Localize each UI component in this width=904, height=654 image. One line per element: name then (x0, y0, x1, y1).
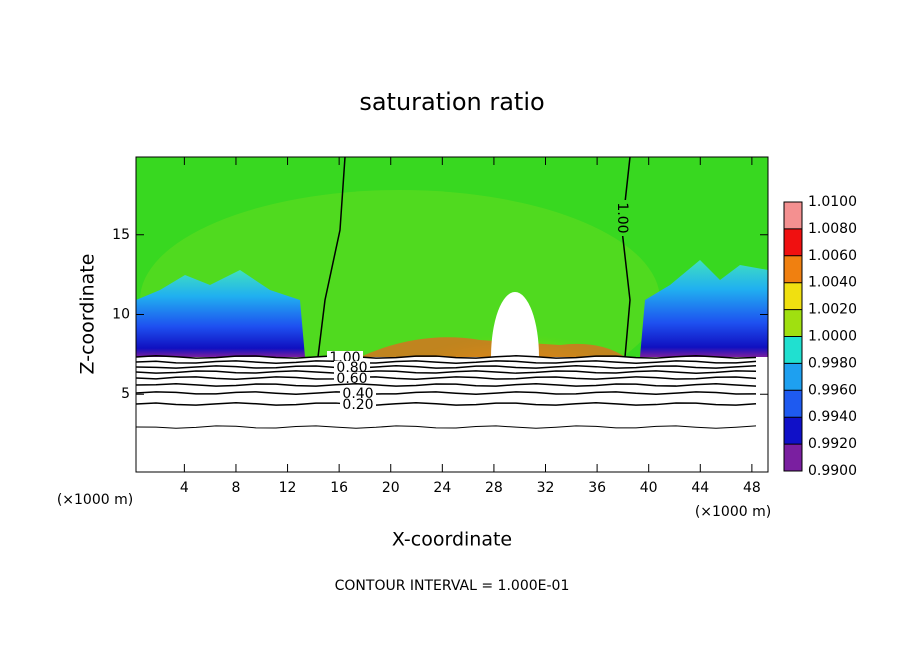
x-unit: (×1000 m) (695, 504, 771, 520)
colorbar-label: 0.9900 (808, 463, 857, 479)
contour-line (135, 402, 757, 406)
contour-line (135, 360, 757, 364)
contour-label: 0.20 (342, 397, 373, 413)
chart-title: saturation ratio (359, 88, 544, 116)
y-axis-label: Z-coordinate (77, 254, 99, 375)
contour-label: 0.60 (336, 371, 367, 387)
colorbar-segment (784, 228, 802, 256)
colorbar-label: 0.9920 (808, 436, 857, 452)
label-bg (334, 361, 370, 373)
colorbar-label: 1.0020 (808, 302, 857, 318)
footer: CONTOUR INTERVAL = 1.000E-01 (335, 578, 570, 594)
colorbar-segment (784, 282, 802, 310)
colorbar-label: 1.0060 (808, 248, 857, 264)
contour-line (135, 383, 757, 387)
x-tick-label: 40 (640, 480, 658, 496)
colorbar-label: 1.0000 (808, 329, 857, 345)
label-bg (334, 372, 370, 384)
field (136, 157, 768, 357)
x-tick-label: 32 (537, 480, 555, 496)
label-bg (327, 351, 363, 363)
x-tick-label: 36 (588, 480, 606, 496)
label-bg (340, 387, 376, 399)
x-tick-label: 48 (743, 480, 761, 496)
colorbar-label: 0.9940 (808, 409, 857, 425)
colorbar-segment (784, 309, 802, 337)
y-tick-label: 5 (121, 386, 130, 402)
x-tick-label: 8 (231, 480, 240, 496)
contour-line (621, 156, 631, 358)
x-tick-label: 28 (485, 480, 503, 496)
colorbar-segment (784, 390, 802, 418)
contour-line (135, 425, 757, 429)
x-tick-label: 12 (279, 480, 297, 496)
colorbar-segment (784, 444, 802, 471)
contour-line (135, 376, 757, 380)
colorbar-segment (784, 255, 802, 283)
colorbar-segment (784, 363, 802, 391)
y-tick-label: 15 (112, 227, 130, 243)
x-axis-label: X-coordinate (392, 529, 512, 551)
contour-line (135, 355, 757, 359)
colorbar-label: 0.9960 (808, 382, 857, 398)
x-tick-label: 44 (691, 480, 709, 496)
x-tick-label: 4 (180, 480, 189, 496)
colorbar-label: 1.0100 (808, 194, 857, 210)
contour-line (135, 391, 757, 395)
colorbar-label: 1.0040 (808, 275, 857, 291)
colorbar-segment (784, 336, 802, 364)
contour-label: 1.00 (614, 202, 630, 233)
colorbar-segment (784, 417, 802, 445)
contour-line (135, 370, 757, 374)
colorbar-segment (784, 202, 802, 229)
contour-lines (317, 156, 631, 358)
colorbar-label: 0.9980 (808, 355, 857, 371)
x-tick-label: 20 (382, 480, 400, 496)
x-unit: (×1000 m) (57, 492, 133, 508)
contour-line (317, 156, 346, 358)
x-tick-label: 24 (433, 480, 451, 496)
y-tick-label: 10 (112, 307, 130, 323)
contour-line (135, 365, 757, 369)
label-bg (615, 200, 629, 236)
colorbar-label: 1.0080 (808, 221, 857, 237)
x-tick-label: 16 (330, 480, 348, 496)
label-bg (340, 398, 376, 410)
